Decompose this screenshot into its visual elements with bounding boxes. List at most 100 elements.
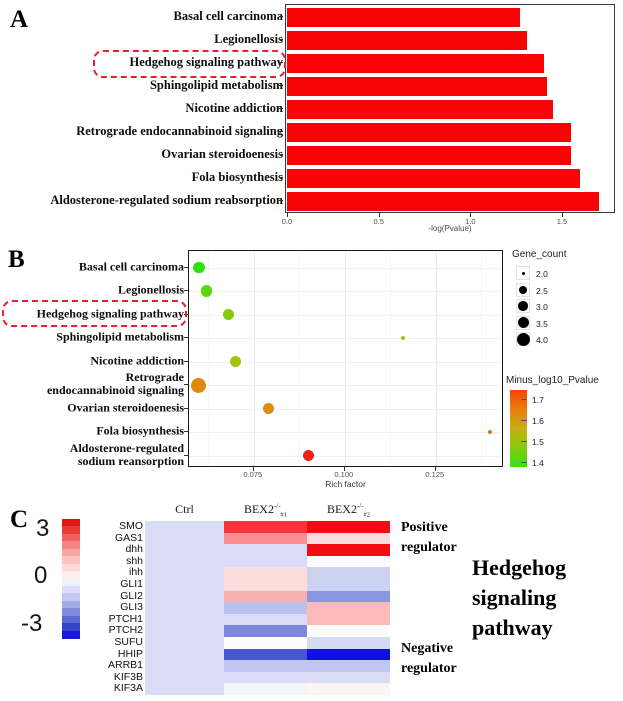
heatmap-cell-ctrl-hhip <box>145 648 224 661</box>
legend-dot <box>521 271 525 275</box>
bar-category-label: Fola biosynthesis <box>191 170 283 184</box>
y-axis-tick <box>184 407 188 409</box>
bar-1 <box>287 7 520 27</box>
y-axis-tick <box>279 200 283 201</box>
row-gridline <box>189 455 502 457</box>
x-tick-label: 1.0 <box>465 217 476 226</box>
bar-3 <box>287 53 544 73</box>
pvalue-tick-label: 1.6 <box>532 416 544 426</box>
dot-category-label: Nicotine addiction <box>90 353 184 368</box>
heatmap-cell-ko2-shh <box>307 555 390 568</box>
bar-chart-x-axis-title: -log(Pvalue) <box>428 224 472 233</box>
heatmap-colorbar <box>62 519 80 639</box>
data-point-9 <box>302 449 315 462</box>
heatmap-cell-ko2-ihh <box>307 567 390 580</box>
gradient-tick <box>521 420 527 421</box>
heatmap-cell-ko1-sufu <box>224 637 307 649</box>
heatmap-cell-ko2-gli3 <box>307 602 390 614</box>
bar-6 <box>287 122 572 142</box>
colorbar-segment <box>62 556 80 565</box>
x-axis-tick <box>470 213 472 217</box>
legend-size-label: 2.0 <box>536 269 548 279</box>
positive-regulator-line2: regulator <box>401 539 457 555</box>
y-axis-tick <box>184 360 188 362</box>
colorbar-min-label: -3 <box>21 610 43 637</box>
gene-label-arrb1: ARRB1 <box>107 659 143 672</box>
dot-category-label: Sphingolipid metabolism <box>56 329 184 344</box>
x-axis-tick <box>378 213 380 217</box>
dot-category-label: Ovarian steroidoenesis <box>67 400 184 415</box>
pvalue-tick-label: 1.5 <box>532 437 544 447</box>
colorbar-segment <box>62 608 80 617</box>
heatmap-cell-ko1-gas1 <box>224 532 307 545</box>
dot-plot-plot-area <box>188 250 503 467</box>
major-gridline <box>435 251 437 466</box>
gene-label-shh: shh <box>126 554 143 567</box>
legend-dot <box>518 301 528 311</box>
bar-category-label: Hedgehog signaling pathway <box>129 55 283 69</box>
colorbar-segment <box>62 600 80 609</box>
heatmap-column-header-1: Ctrl <box>175 502 194 516</box>
gene-count-legend-title: Gene_count <box>512 249 567 260</box>
gene-count-legend: Gene_count 2.0 2.5 3.0 3.5 4.0 <box>512 249 617 364</box>
positive-regulator-line1: Positive <box>401 520 448 535</box>
row-gridline <box>189 385 502 387</box>
dot-category-label: Aldosterone-regulated sodium reansorption <box>69 440 184 468</box>
heatmap-column-header-2: BEX2-/-#1 <box>243 502 288 519</box>
row-gridline <box>189 314 502 316</box>
x-tick-label: 0.125 <box>425 470 445 479</box>
y-axis-tick <box>184 454 188 456</box>
colorbar-segment <box>62 571 80 579</box>
gene-label-gli2: GLI2 <box>120 589 143 602</box>
heatmap-cell-ctrl-gli2 <box>145 590 224 603</box>
gene-label-ptch1: PTCH1 <box>108 612 143 625</box>
heatmap-cell-ko1-arrb1 <box>224 660 307 672</box>
legend-size-label: 3.0 <box>536 302 548 312</box>
heatmap-cell-ko1-gli3 <box>224 602 307 614</box>
heatmap-cell-ctrl-kif3a <box>145 683 224 696</box>
data-point-8 <box>488 430 493 435</box>
dot-category-label: Legionellosis <box>117 282 184 297</box>
colorbar-segment <box>62 585 80 594</box>
row-gridline <box>189 408 502 410</box>
heatmap-cell-ctrl-ihh <box>145 567 224 580</box>
heatmap-cell-ko2-sufu <box>307 637 390 649</box>
major-gridline <box>253 251 255 466</box>
heatmap-cell-ko2-gas1 <box>307 532 390 545</box>
gene-label-dhh: dhh <box>125 543 143 556</box>
bar-category-label: Legionellosis <box>214 32 283 46</box>
pathway-title-line: pathway <box>472 615 553 640</box>
minor-gridline <box>390 251 392 466</box>
colorbar-mid-label: 0 <box>34 562 48 589</box>
heatmap-cell-ctrl-arrb1 <box>145 660 224 672</box>
heatmap-column-header-3: BEX2-/-#2 <box>326 502 371 519</box>
colorbar-segment <box>62 541 80 550</box>
x-axis-tick <box>561 213 563 217</box>
y-axis-tick <box>184 290 188 292</box>
bar-category-label: Aldosterone-regulated sodium reabsorptio… <box>50 193 283 207</box>
bar-8 <box>287 168 581 188</box>
bar-9 <box>287 191 599 211</box>
bar-category-label: Retrograde endocannabinoid signaling <box>76 124 283 138</box>
bar-chart-plot-area <box>285 4 615 213</box>
row-gridline <box>189 291 502 293</box>
heatmap-cell-ko1-shh <box>224 555 307 568</box>
y-axis-tick <box>279 16 283 17</box>
major-gridline <box>344 251 346 466</box>
pvalue-legend-title: Minus_log10_Pvalue <box>506 375 599 386</box>
heatmap-cell-ctrl-shh <box>145 555 224 568</box>
heatmap-cell-ctrl-smo <box>145 521 224 533</box>
heatmap-cell-ctrl-gli1 <box>145 579 224 591</box>
y-axis-tick <box>184 384 188 386</box>
bar-category-label: Sphingolipid metabolism <box>149 78 283 92</box>
pvalue-tick-label: 1.4 <box>532 458 544 468</box>
row-gridline <box>189 338 502 340</box>
hedgehog-highlight-box-a <box>93 50 286 78</box>
pvalue-tick-label: 1.7 <box>532 395 544 405</box>
minor-gridline <box>208 251 210 466</box>
dot-plot-x-axis-title: Rich factor <box>325 479 366 489</box>
heatmap-grid <box>145 521 390 696</box>
y-axis-tick <box>184 431 188 433</box>
heatmap-cell-ctrl-dhh <box>145 544 224 556</box>
